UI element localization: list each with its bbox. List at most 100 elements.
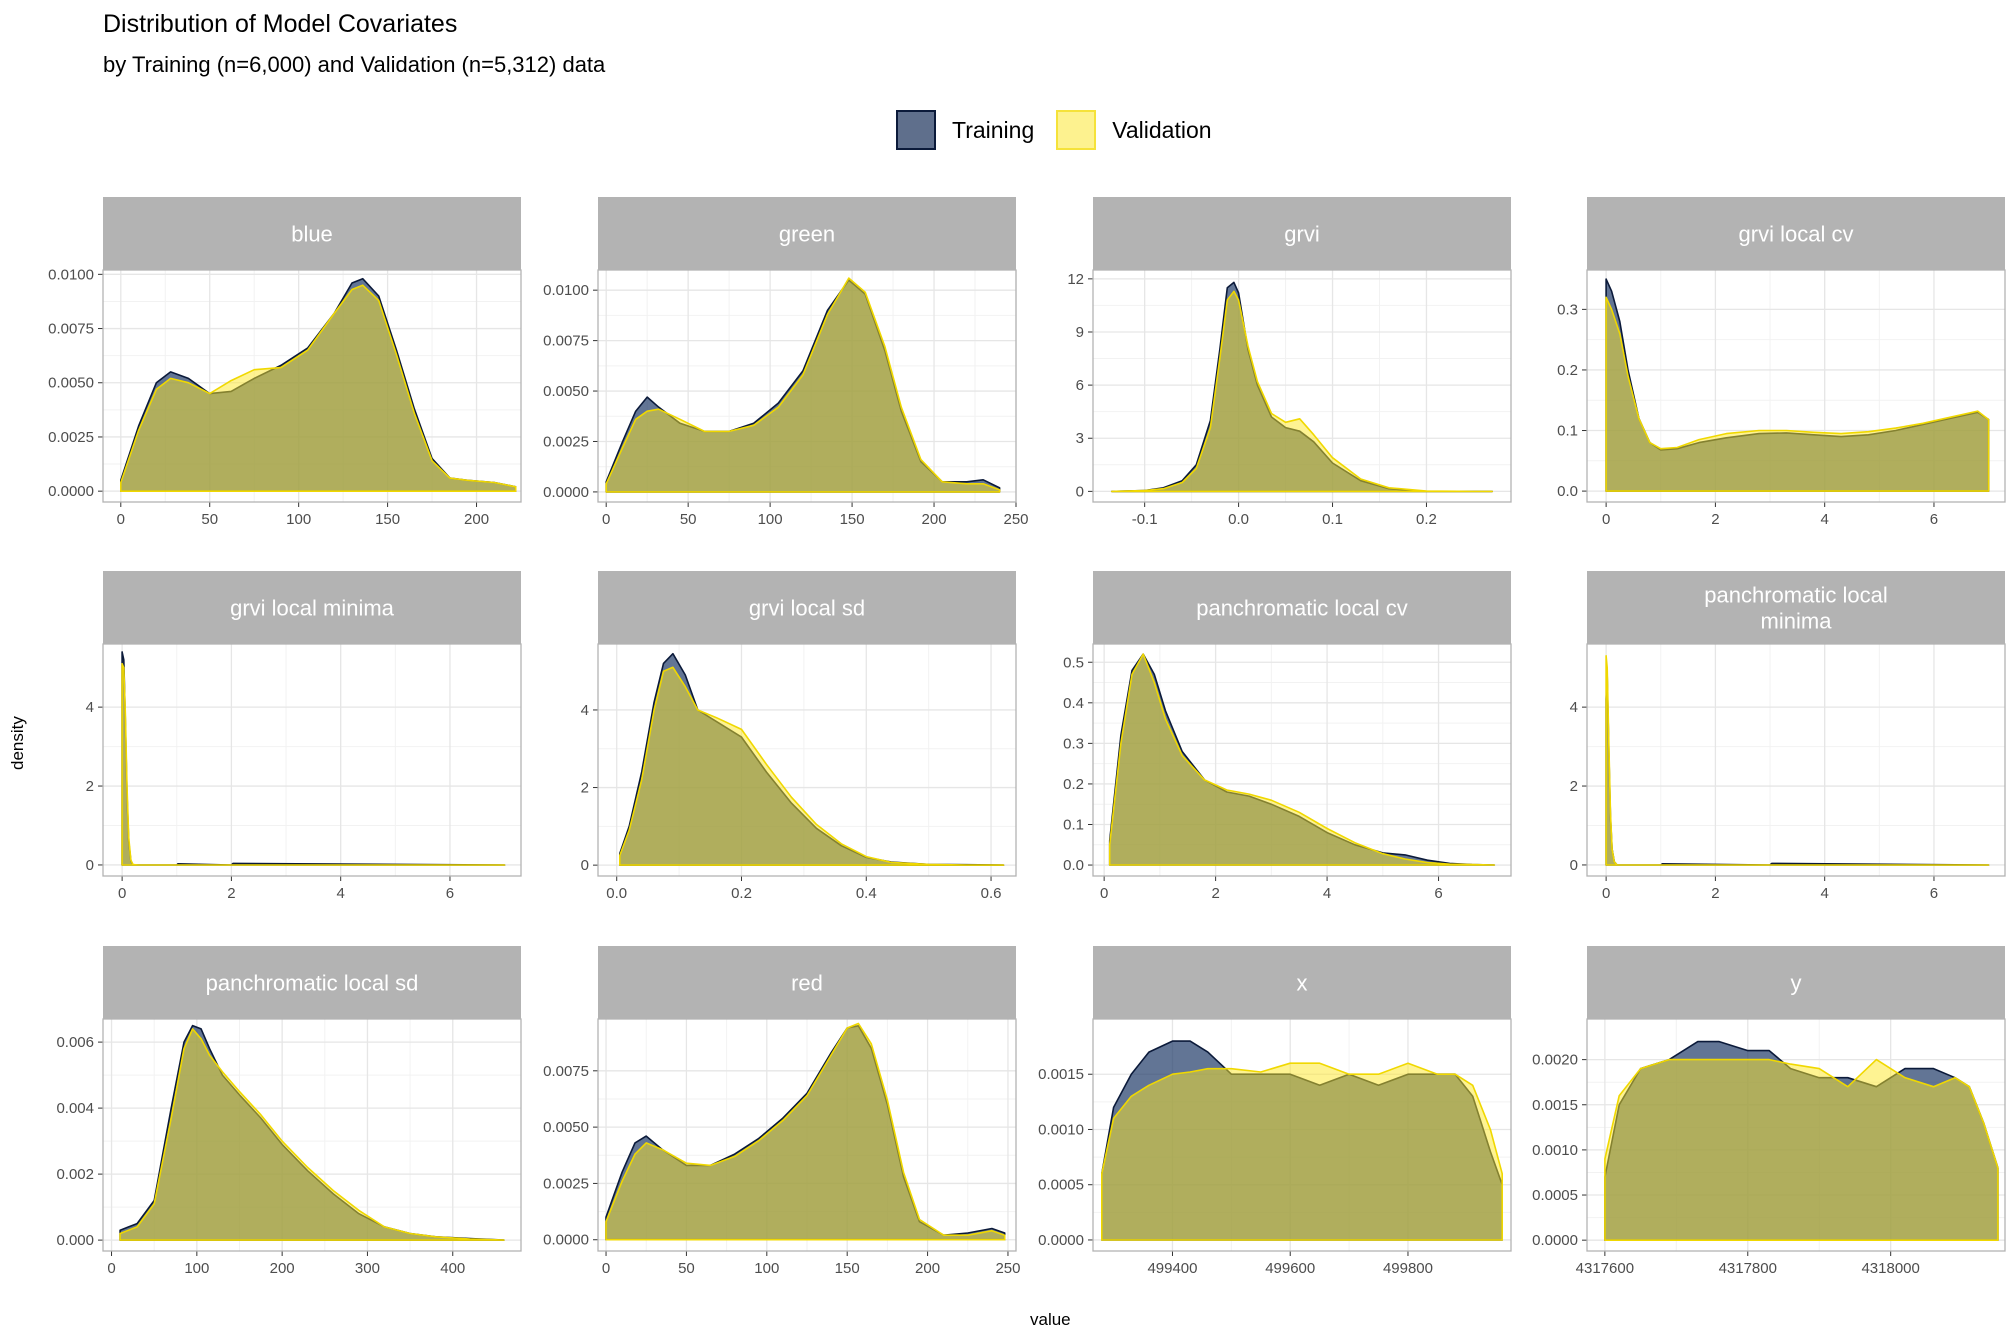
panel-border	[1586, 269, 2006, 503]
x-tick-label: 250	[1003, 511, 1028, 528]
x-tick-label: 4317800	[1719, 1260, 1777, 1277]
facet-strip-label: green	[779, 222, 835, 247]
x-tick-label: 300	[355, 1260, 380, 1277]
legend-label-validation: Validation	[1112, 116, 1212, 143]
y-tick-label: 2	[86, 778, 94, 795]
y-tick-label: 0.3	[1557, 301, 1578, 318]
y-tick-label: 0.0020	[1532, 1052, 1578, 1069]
x-tick-label: 0	[1602, 885, 1610, 902]
facet-strip-label: minima	[1761, 609, 1833, 634]
facet-strip-label: panchromatic local sd	[206, 971, 419, 996]
x-tick-label: 50	[680, 511, 697, 528]
facet-strip-label: grvi local cv	[1739, 222, 1854, 247]
x-tick-label: 150	[375, 511, 400, 528]
y-tick-label: 0.1	[1557, 423, 1578, 440]
density-validation	[1605, 655, 1990, 866]
y-tick-label: 4	[581, 702, 589, 719]
x-tick-label: 50	[201, 511, 218, 528]
chart-subtitle: by Training (n=6,000) and Validation (n=…	[103, 52, 606, 77]
panel-background	[103, 644, 521, 876]
y-tick-label: 0.0075	[48, 321, 94, 338]
facet-strip-label: panchromatic local	[1704, 583, 1887, 608]
panel-border	[597, 269, 1017, 503]
facet-strip	[598, 571, 1016, 644]
x-tick-label: 4	[1821, 885, 1829, 902]
facet-strip	[103, 571, 521, 644]
x-tick-label: 2	[227, 885, 235, 902]
y-tick-label: 0.2	[1063, 776, 1084, 793]
density-validation	[1101, 1062, 1503, 1241]
facet-strip-label: grvi local minima	[230, 596, 395, 621]
x-tick-label: 400	[440, 1260, 465, 1277]
y-tick-label: 0.0050	[543, 383, 589, 400]
x-tick-label: 200	[915, 1260, 940, 1277]
y-tick-label: 0.0000	[543, 1232, 589, 1249]
density-validation	[120, 284, 517, 492]
x-tick-label: 50	[678, 1260, 695, 1277]
facet-strip	[103, 197, 521, 270]
density-validation	[1605, 296, 1990, 492]
facet-grvi-local-sd: grvi local sd 0.0 0.2 0.4 0.6 0 2 4	[581, 571, 1017, 902]
y-tick-label: 4	[1570, 699, 1578, 716]
facet-blue: blue 0 50 100 150 200 0.0000 0.0025 0.0050 0.0075…	[48, 197, 522, 528]
x-tick-label: 4	[1821, 511, 1829, 528]
facet-strip	[1587, 197, 2005, 270]
y-tick-label: 0.0050	[48, 375, 94, 392]
panel-border	[597, 643, 1017, 877]
y-tick-label: 0	[581, 857, 589, 874]
x-axis-label: value	[1030, 1310, 1071, 1329]
x-tick-label: 200	[922, 511, 947, 528]
y-tick-label: 0.0100	[543, 282, 589, 299]
x-tick-label: 2	[1711, 511, 1719, 528]
x-tick-label: 6	[1434, 885, 1442, 902]
x-tick-label: 0	[1602, 511, 1610, 528]
y-tick-label: 0.0	[1557, 483, 1578, 500]
y-tick-label: 0.006	[56, 1034, 94, 1051]
x-tick-label: 2	[1211, 885, 1219, 902]
facet-strip-label: panchromatic local cv	[1196, 596, 1408, 621]
y-tick-label: 0.0	[1063, 857, 1084, 874]
facet-strip	[103, 946, 521, 1019]
legend-item-validation: Validation	[1056, 110, 1212, 150]
x-tick-label: 0.0	[606, 885, 627, 902]
x-tick-label: 499400	[1147, 1260, 1197, 1277]
facet-strip-label: grvi local sd	[749, 596, 865, 621]
panel-border	[1586, 1018, 2006, 1252]
facet-red: red 0 50 100 150 200 250 0.0000 0.0025 0.0050 0.00…	[543, 946, 1020, 1277]
y-tick-label: 0.5	[1063, 654, 1084, 671]
facet-strip	[598, 946, 1016, 1019]
legend-key-training	[896, 110, 936, 150]
y-tick-label: 0.0100	[48, 266, 94, 283]
panel-border	[1586, 643, 2006, 877]
y-tick-label: 12	[1067, 271, 1084, 288]
y-tick-label: 0.0000	[1038, 1232, 1084, 1249]
y-tick-label: 6	[1076, 377, 1084, 394]
x-tick-label: 0.6	[981, 885, 1002, 902]
x-tick-label: 100	[754, 1260, 779, 1277]
y-tick-label: 0.0005	[1038, 1177, 1084, 1194]
facet-strip	[1587, 946, 2005, 1019]
facet-green: green 0 50 100 150 200 250 0.0000 0.0025 0.0050 0.…	[543, 197, 1029, 528]
y-tick-label: 3	[1076, 430, 1084, 447]
facet-strip-label: grvi	[1284, 222, 1319, 247]
x-tick-label: 0.2	[731, 885, 752, 902]
panel-border	[1092, 643, 1512, 877]
x-tick-label: 100	[758, 511, 783, 528]
density-validation	[605, 1022, 1006, 1241]
chart-title: Distribution of Model Covariates	[103, 10, 458, 38]
y-tick-label: 0.0010	[1532, 1142, 1578, 1159]
x-tick-label: 6	[1930, 885, 1938, 902]
facet-strip	[1587, 571, 2005, 644]
density-validation	[1111, 290, 1493, 493]
facet-strip-label: y	[1791, 971, 1802, 996]
density-validation	[1604, 1058, 1999, 1241]
x-tick-label: 4318000	[1861, 1260, 1919, 1277]
x-tick-label: 0	[117, 511, 125, 528]
facet-y: y 4317600 4317800 4318000 0.0000 0.0005 0.0010…	[1532, 946, 2006, 1277]
x-tick-label: 200	[270, 1260, 295, 1277]
y-tick-label: 0.0075	[543, 333, 589, 350]
y-tick-label: 0.0025	[543, 1175, 589, 1192]
x-tick-label: 200	[464, 511, 489, 528]
y-tick-label: 0.0000	[48, 483, 94, 500]
